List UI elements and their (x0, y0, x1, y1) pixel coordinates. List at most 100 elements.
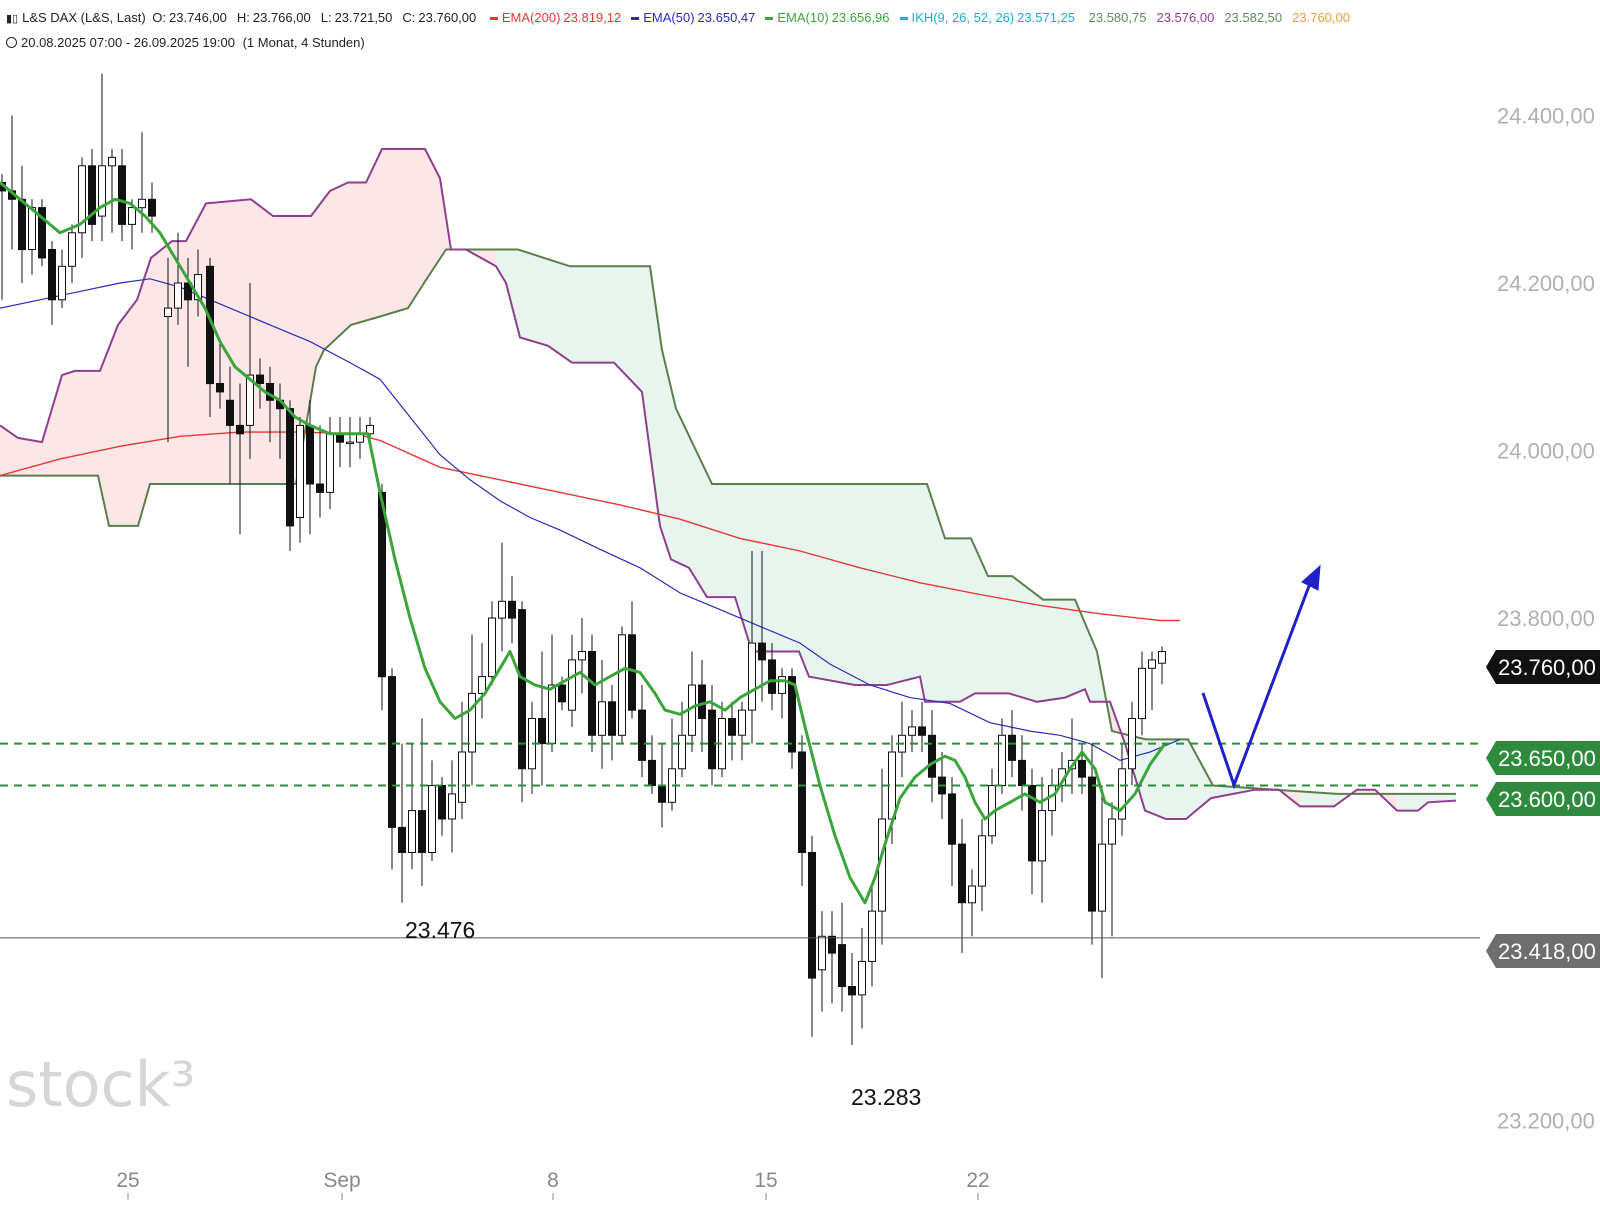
candle-bullish (478, 643, 486, 719)
candle-body (868, 910, 876, 962)
candle-bearish (918, 701, 926, 752)
candle-body (758, 642, 766, 661)
candle-bearish (518, 601, 526, 803)
bearish-cloud-area (0, 149, 496, 526)
candle-body (98, 165, 106, 217)
candle-bearish (216, 341, 224, 409)
candle-bullish (598, 659, 606, 769)
candle-bullish (818, 911, 826, 1012)
candle-body (108, 156, 116, 167)
candle-body (968, 885, 976, 904)
candle-bearish (88, 149, 96, 242)
candle-body (828, 935, 836, 954)
candle-bearish (838, 902, 846, 1012)
candle-bearish (8, 115, 16, 250)
candle-body (164, 307, 172, 318)
candle-body (838, 944, 846, 987)
candle-body (18, 198, 26, 251)
legend-value: 23.571,25 (1017, 10, 1075, 25)
candle-bullish (998, 718, 1006, 794)
period-label: (1 Monat, 4 Stunden) (242, 35, 365, 50)
candle-bearish (628, 601, 636, 719)
candle-body (174, 282, 182, 309)
candle-bearish (958, 819, 966, 953)
candle-bearish (1088, 743, 1096, 945)
candle-body (808, 852, 816, 979)
price-tag-label: 23.650,00 (1498, 746, 1596, 771)
candle-bullish (428, 760, 436, 861)
candle-body (658, 785, 666, 803)
candle-body (1028, 785, 1036, 862)
legend-value: 23.650,47 (697, 10, 756, 25)
candle-bearish (608, 685, 616, 761)
candle-bullish (1048, 768, 1056, 836)
price-annotation: 23.476 (405, 917, 475, 943)
candle-bullish (468, 634, 476, 786)
y-tick-label: 24.400,00 (1497, 104, 1595, 129)
price-tag: 23.650,00 (1486, 741, 1600, 775)
candle-bullish (356, 417, 364, 459)
candle-bullish (738, 701, 746, 761)
candle-bearish (638, 685, 646, 778)
ikh-value: 23.582,50 (1224, 10, 1283, 25)
candle-body (488, 617, 496, 678)
y-tick-label: 23.200,00 (1497, 1109, 1595, 1134)
y-tick-label: 24.200,00 (1497, 271, 1595, 296)
ema10-line (0, 181, 1167, 905)
candle-bearish (336, 417, 344, 468)
ikh-value: 23.760,00 (1292, 10, 1350, 25)
candle-bullish (1158, 646, 1166, 685)
ohlc-label: C: (402, 10, 416, 25)
legend-swatch (631, 17, 640, 21)
candle-body (588, 651, 596, 736)
candle-bullish (968, 869, 976, 937)
candle-body (28, 207, 36, 251)
candle-bullish (458, 701, 466, 819)
candlestick-group (0, 73, 1166, 1046)
candle-body (618, 634, 626, 736)
candle-body (1108, 818, 1116, 845)
candle-body (438, 785, 446, 820)
candle-bullish (68, 224, 76, 283)
candle-body (648, 759, 656, 787)
candle-bullish (898, 701, 906, 778)
senkou-span-b-line (0, 148, 1457, 820)
candle-bullish (688, 651, 696, 752)
candle-bullish (1148, 651, 1156, 711)
chart-header-line1: ▮▯ L&S DAX (L&S, Last) O: 23.746,00 H: 23.76… (6, 10, 1360, 25)
candle-bullish (448, 760, 456, 853)
candle-body (48, 249, 56, 301)
candle-bullish (668, 718, 676, 811)
candle-bearish (758, 551, 766, 702)
candle-body (184, 282, 192, 301)
ohlc-value: 23.721,50 (334, 10, 393, 25)
ohlc-value: 23.766,00 (252, 10, 311, 25)
candle-bullish (548, 634, 556, 752)
candle-bullish (108, 149, 116, 233)
candle-body (418, 810, 426, 853)
candle-body (958, 843, 966, 904)
candle-bullish (1138, 651, 1146, 736)
candle-body (708, 709, 716, 770)
candle-bullish (908, 710, 916, 752)
watermark-logo: stock³ (6, 1048, 195, 1121)
candle-body (928, 734, 936, 778)
candle-bearish (38, 199, 46, 267)
candle-body (678, 734, 686, 770)
candle-body (518, 609, 526, 770)
candle-bearish (18, 165, 26, 283)
candle-body (598, 701, 606, 736)
price-tag-box (1486, 934, 1600, 968)
candle-bullish (748, 551, 756, 744)
candle-body (508, 600, 516, 619)
candle-body (948, 793, 956, 845)
candle-bullish (568, 634, 576, 727)
candle-body (216, 383, 224, 393)
candle-bullish (194, 249, 202, 317)
candle-body (1018, 759, 1026, 787)
price-tag-box (1486, 650, 1600, 684)
symbol-name: L&S DAX (L&S, Last) (22, 10, 146, 25)
candle-bearish (508, 576, 516, 644)
candle-body (788, 676, 796, 753)
